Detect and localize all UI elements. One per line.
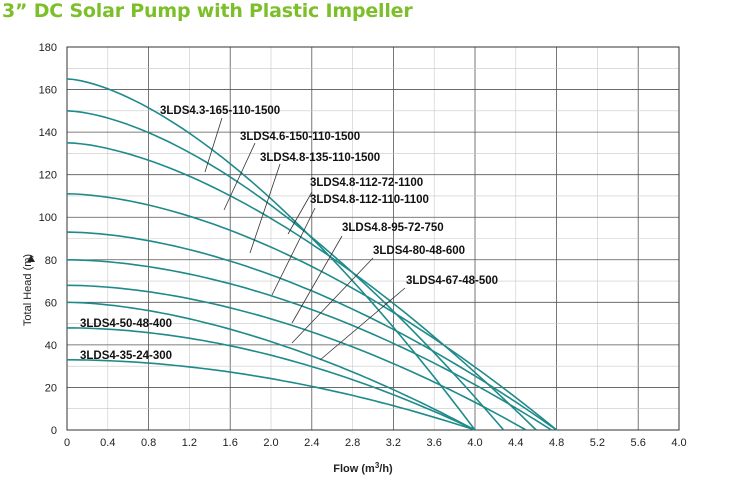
leader-line — [291, 235, 343, 324]
x-tick-label: 1.6 — [223, 437, 238, 449]
y-tick-label: 40 — [45, 340, 57, 352]
series-label: 3LDS4.8-112-110-1100 — [310, 194, 429, 206]
leader-line — [291, 257, 374, 344]
series-labels: 3LDS4.3-165-110-1500 3LDS4.6-150-110-1500… — [80, 105, 498, 362]
series-label: 3LDS4.6-150-110-1500 — [240, 131, 360, 143]
leader-line — [204, 117, 223, 173]
series-line — [67, 327, 476, 431]
y-axis-arrow-icon — [27, 255, 35, 262]
x-tick-label: 0.4 — [100, 437, 115, 449]
chart-title: 3” DC Solar Pump with Plastic Impeller — [2, 0, 413, 22]
series-line — [66, 231, 558, 431]
x-tick-label: 2.8 — [345, 437, 360, 449]
axis-titles: Flow (m3/h) Total Head (m) — [22, 254, 393, 475]
x-tick-label: 1.2 — [182, 437, 197, 449]
y-axis-title: Total Head (m) — [22, 254, 34, 326]
x-tick-label: 5.2 — [590, 437, 605, 449]
x-tick-label: 4.4 — [508, 437, 523, 449]
y-tick-label: 20 — [45, 382, 57, 394]
series-line — [66, 301, 476, 431]
series-line — [66, 142, 537, 431]
x-tick-label: 5.6 — [631, 437, 646, 449]
grid-lines — [66, 46, 680, 431]
series-label: 3LDS4-35-24-300 — [80, 350, 172, 362]
series-label: 3LDS4.8-135-110-1500 — [260, 152, 380, 164]
series-line — [66, 193, 558, 431]
x-tick-label: 0.8 — [141, 437, 156, 449]
x-tick-label: 4.8 — [549, 437, 564, 449]
series-line — [66, 259, 552, 431]
leader-line — [271, 207, 316, 296]
y-tick-label: 80 — [45, 255, 57, 267]
plot-frame — [66, 46, 680, 431]
series-line — [67, 359, 476, 431]
x-tick-label: 3.2 — [386, 437, 401, 449]
y-tick-label: 100 — [39, 212, 57, 224]
leader-line — [287, 191, 313, 235]
y-tick-label: 60 — [45, 297, 57, 309]
y-tick-label: 140 — [39, 127, 57, 139]
series-label: 3LDS4.3-165-110-1500 — [160, 105, 280, 117]
x-tick-label: 2.4 — [304, 437, 319, 449]
x-tick-label: 4.0 — [467, 437, 482, 449]
leader-line — [249, 163, 281, 254]
leader-line — [319, 287, 406, 361]
series-line — [66, 284, 527, 431]
series-lines — [66, 78, 558, 431]
x-tick-label: 3.6 — [427, 437, 442, 449]
x-tick-label: 4.0 — [671, 437, 686, 449]
tick-labels: 0 0.4 0.8 1.2 1.6 2.0 2.4 2.8 3.2 3.6 4.0 4.4 4.8 5.2… — [39, 42, 687, 449]
axes — [66, 46, 680, 431]
y-tick-label: 160 — [39, 85, 57, 97]
label-leader-lines — [204, 117, 406, 361]
y-tick-label: 0 — [51, 425, 57, 437]
series-label: 3LDS4-50-48-400 — [80, 318, 172, 330]
leader-line — [223, 142, 256, 211]
y-tick-label: 120 — [39, 170, 57, 182]
y-tick-label: 180 — [39, 42, 57, 54]
x-tick-label: 0 — [64, 437, 70, 449]
series-label: 3LDS4.8-95-72-750 — [342, 222, 444, 234]
series-line — [66, 78, 476, 431]
x-tick-label: 2.0 — [263, 437, 278, 449]
x-axis-title: Flow (m3/h) — [333, 461, 393, 475]
series-label: 3LDS4-80-48-600 — [373, 245, 465, 257]
series-label: 3LDS4.8-112-72-1100 — [310, 177, 423, 189]
series-label: 3LDS4-67-48-500 — [406, 275, 498, 287]
